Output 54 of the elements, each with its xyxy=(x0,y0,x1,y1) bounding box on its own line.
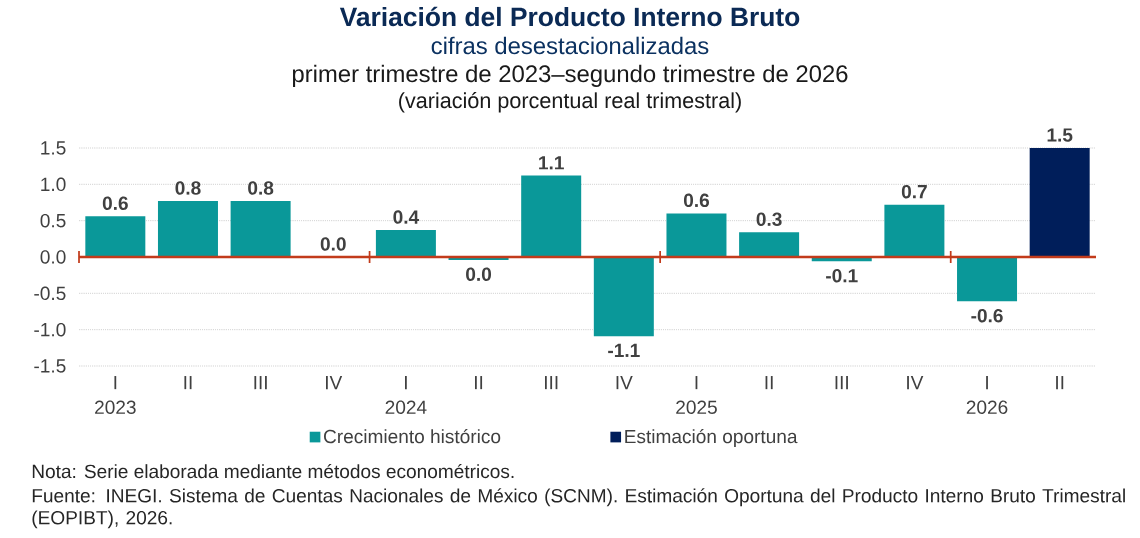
x-tick-label: III xyxy=(544,376,558,390)
text: (variación porcentual real trimestral) xyxy=(399,92,741,113)
data-label: 0.7 xyxy=(901,184,927,199)
bar xyxy=(157,201,218,257)
x-tick-label: II xyxy=(1056,376,1064,390)
y-tick-label: 1.5 xyxy=(41,141,66,155)
x-tick-label: II xyxy=(184,376,192,390)
x-tick-label: I 2025 xyxy=(676,376,717,414)
data-label: 1.1 xyxy=(539,156,564,170)
data-label: 0.6 xyxy=(683,193,710,208)
bar xyxy=(593,256,654,337)
data-label: -1.1 xyxy=(608,343,640,357)
x-tick-label: IV xyxy=(616,376,633,390)
data-label: 0.3 xyxy=(756,212,782,227)
x-tick-label: I 2026 xyxy=(966,376,1008,414)
y-tick-label: 0.5 xyxy=(40,213,66,228)
y-tick-label: -1.0 xyxy=(34,322,66,337)
bar xyxy=(1029,147,1090,257)
data-label: 1.5 xyxy=(1047,128,1073,142)
data-label: 0.4 xyxy=(393,210,420,224)
chart-subtitle: cifras desestacionalizadas xyxy=(431,36,709,55)
text: Nota: Serie elaborada mediante métodos econométricos. xyxy=(32,463,514,479)
bar xyxy=(884,204,945,257)
x-tick-label: IV xyxy=(907,376,924,390)
y-tick-label: 1.0 xyxy=(41,177,66,192)
data-label: 0.8 xyxy=(175,181,201,195)
data-label: 0.0 xyxy=(320,237,346,251)
legend-label: Crecimiento histórico xyxy=(324,429,501,444)
bar xyxy=(957,256,1018,302)
y-tick-label: 0.0 xyxy=(40,250,66,264)
data-label: 0.6 xyxy=(102,196,128,211)
data-label: -0.1 xyxy=(826,268,858,283)
bar xyxy=(521,175,582,257)
bar xyxy=(739,232,800,257)
y-tick-label: -0.5 xyxy=(34,286,66,301)
x-tick-label: II xyxy=(475,376,483,390)
x-tick-label: III xyxy=(254,376,267,390)
source-note: Fuente: INEGI. Sistema de Cuentas Nacionales de México (SCNM). Estimación Oportuna del Producto Interno Bruto Trimestral (EOPIBT), 2026. xyxy=(32,488,1125,529)
x-tick-label: III xyxy=(835,376,848,390)
x-tick-label: I 2023 xyxy=(95,376,136,414)
data-label: 0.0 xyxy=(466,267,492,281)
y-tick-label: -1.5 xyxy=(34,359,66,373)
x-tick-label: I 2024 xyxy=(385,376,427,414)
data-label: 0.8 xyxy=(248,181,274,195)
bar xyxy=(666,213,727,257)
bar xyxy=(85,216,146,257)
legend-label: Estimación oportuna xyxy=(625,429,798,448)
data-label: -0.6 xyxy=(971,308,1003,323)
chart-title: Variación del Producto Interno Bruto xyxy=(339,6,800,27)
x-tick-label: IV xyxy=(326,376,343,390)
bar xyxy=(230,201,291,257)
text: primer trimestre de 2023–segundo trimestre de 2026 xyxy=(292,64,848,87)
bar xyxy=(375,230,436,257)
x-tick-label: II xyxy=(765,376,773,390)
